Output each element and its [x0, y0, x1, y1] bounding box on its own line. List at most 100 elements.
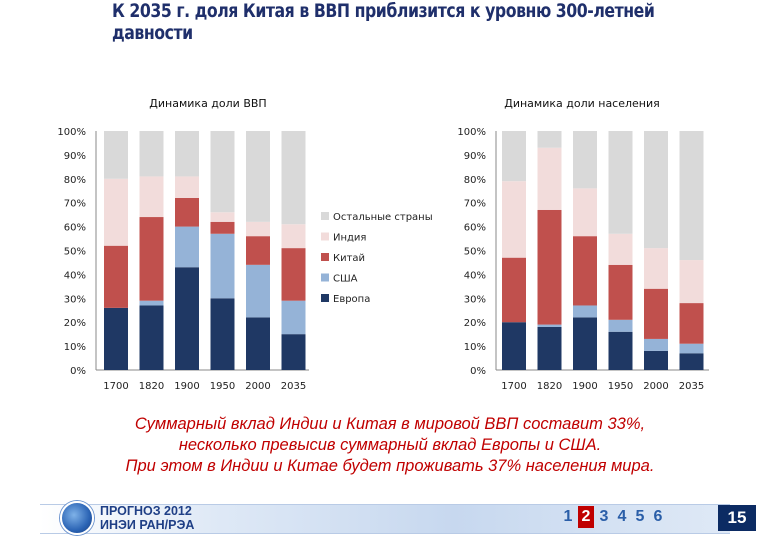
bar-segment-США	[246, 264, 270, 318]
y-tick-label: 20%	[464, 318, 486, 329]
bar-segment-Индия	[175, 176, 199, 198]
bar-segment-Европа	[573, 317, 597, 370]
page-link-3[interactable]: 3	[599, 508, 609, 525]
summary-line-1: Суммарный вклад Индии и Китая в мировой …	[134, 415, 646, 433]
bar-segment-Китай	[175, 197, 199, 227]
bar-segment-Китай	[246, 236, 270, 265]
bar-segment-Индия	[644, 248, 668, 289]
bar-segment-США	[139, 300, 164, 306]
bar-segment-Европа	[139, 305, 164, 370]
legend-swatch	[321, 294, 329, 302]
bar-segment-Европа	[246, 317, 270, 370]
bar-segment-США	[644, 338, 668, 351]
logo-text: ПРОГНОЗ 2012 ИНЭИ РАН/РЭА	[100, 504, 194, 532]
x-tick-label: 1820	[537, 381, 562, 392]
y-tick-label: 20%	[64, 318, 86, 329]
y-tick-label: 50%	[464, 247, 486, 258]
bar-segment-Индия	[210, 212, 235, 222]
x-tick-label: 1820	[139, 381, 164, 392]
legend-label: Европа	[333, 294, 370, 305]
x-tick-label: 1950	[210, 381, 235, 392]
y-tick-label: 10%	[464, 342, 486, 353]
x-tick-label: 2035	[679, 381, 704, 392]
bar-segment-США	[175, 226, 199, 268]
bar-segment-Индия	[573, 188, 597, 237]
page-link-6[interactable]: 6	[653, 508, 663, 525]
legend-swatch	[321, 253, 329, 261]
slide-number: 15	[718, 505, 756, 531]
bar-segment-Остальные страны	[537, 131, 562, 148]
y-tick-label: 60%	[464, 223, 486, 234]
x-tick-label: 1900	[572, 381, 597, 392]
bar-segment-Европа	[608, 331, 633, 370]
bar-segment-Китай	[210, 221, 235, 234]
y-tick-label: 50%	[64, 247, 86, 258]
legend-label: Индия	[333, 233, 366, 244]
bar-segment-Остальные страны	[644, 131, 668, 249]
bar-segment-США	[281, 300, 306, 335]
bar-segment-Индия	[679, 260, 704, 304]
legend-swatch	[321, 273, 329, 282]
page-link-4[interactable]: 4	[617, 508, 627, 525]
bar-segment-Европа	[644, 350, 668, 370]
y-tick-label: 90%	[64, 151, 86, 162]
bar-segment-Китай	[644, 288, 668, 339]
bar-segment-США	[608, 319, 633, 332]
bar-segment-США	[679, 343, 704, 354]
page-link-1[interactable]: 1	[563, 508, 573, 525]
y-tick-label: 10%	[64, 342, 86, 353]
bar-segment-Европа	[281, 334, 306, 370]
bar-segment-США	[573, 305, 597, 318]
bar-segment-Индия	[608, 233, 633, 265]
x-tick-label: 2000	[245, 381, 270, 392]
bar-segment-Европа	[537, 326, 562, 370]
bar-segment-Остальные страны	[175, 131, 199, 177]
bar-segment-Европа	[679, 353, 704, 370]
y-tick-label: 70%	[64, 199, 86, 210]
legend-label: Остальные страны	[333, 212, 433, 223]
bar-segment-Индия	[246, 221, 270, 237]
y-tick-label: 40%	[64, 270, 86, 281]
legend-label: США	[333, 274, 358, 285]
y-tick-label: 100%	[457, 127, 486, 138]
chart-title: Динамика доли ВВП	[149, 97, 266, 110]
page-title: К 2035 г. доля Китая в ВВП приблизится к…	[112, 0, 655, 44]
y-tick-label: 60%	[64, 223, 86, 234]
legend-swatch	[321, 232, 329, 241]
y-tick-label: 70%	[464, 199, 486, 210]
footer-band	[40, 504, 730, 534]
y-tick-label: 100%	[57, 127, 86, 138]
x-tick-label: 2035	[281, 381, 306, 392]
page-link-2[interactable]: 2	[578, 506, 594, 528]
x-tick-label: 1700	[103, 381, 128, 392]
bar-segment-Китай	[281, 248, 306, 301]
charts-area: Динамика доли ВВП 0% 10% 20% 30% 40% 50% 60% 70%…	[57, 97, 709, 392]
globe-icon	[60, 501, 94, 535]
y-tick-label: 80%	[464, 175, 486, 186]
x-tick-label: 1950	[608, 381, 633, 392]
legend-swatch	[321, 212, 329, 220]
bar-segment-Европа	[175, 267, 199, 370]
bar-segment-Индия	[537, 147, 562, 210]
bar-segment-Китай	[679, 303, 704, 344]
y-tick-label: 90%	[464, 151, 486, 162]
bar-segment-Остальные страны	[502, 131, 526, 182]
logo-line-2: ИНЭИ РАН/РЭА	[100, 518, 195, 532]
page-link-5[interactable]: 5	[635, 508, 645, 525]
bar-segment-Индия	[139, 176, 164, 218]
bar-segment-Китай	[502, 257, 526, 323]
legend-label: Китай	[333, 253, 365, 264]
bar-segment-Китай	[608, 264, 633, 320]
bar-segment-Остальные страны	[210, 131, 235, 213]
bar-segment-Остальные страны	[246, 131, 270, 222]
forecast-logo: ПРОГНОЗ 2012 ИНЭИ РАН/РЭА	[60, 498, 194, 538]
bar-segment-Европа	[210, 298, 235, 370]
y-tick-label: 0%	[70, 366, 86, 377]
bar-segment-Китай	[537, 209, 562, 325]
summary-line-2: несколько превысив суммарный вклад Европ…	[178, 436, 602, 454]
y-tick-label: 40%	[464, 270, 486, 281]
bar-segment-Остальные страны	[281, 131, 306, 225]
bar-segment-США	[210, 233, 235, 299]
summary-line-3: При этом в Индии и Китае будет проживать…	[125, 457, 655, 475]
